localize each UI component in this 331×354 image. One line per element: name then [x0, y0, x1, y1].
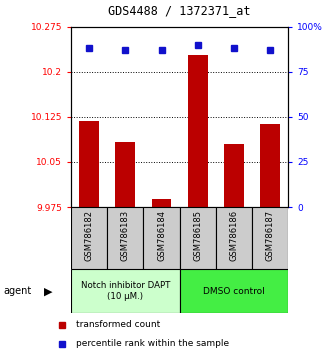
Text: GSM786184: GSM786184 [157, 210, 166, 261]
Bar [152, 199, 171, 207]
Bar [71, 269, 179, 313]
Bar [179, 207, 216, 269]
Text: GSM786187: GSM786187 [265, 210, 274, 261]
Text: agent: agent [3, 286, 31, 296]
Bar [79, 121, 99, 207]
Text: GSM786183: GSM786183 [121, 210, 130, 261]
Bar [116, 142, 135, 207]
Bar [216, 207, 252, 269]
Bar [188, 55, 208, 207]
Text: DMSO control: DMSO control [203, 287, 265, 296]
Text: percentile rank within the sample: percentile rank within the sample [75, 339, 229, 348]
Bar [252, 207, 288, 269]
Bar [179, 269, 288, 313]
Bar [143, 207, 179, 269]
Text: transformed count: transformed count [75, 320, 160, 329]
Bar [260, 124, 280, 207]
Text: Notch inhibitor DAPT
(10 μM.): Notch inhibitor DAPT (10 μM.) [81, 281, 170, 301]
Bar [224, 144, 244, 207]
Text: GSM786186: GSM786186 [229, 210, 238, 261]
Text: GSM786182: GSM786182 [85, 210, 94, 261]
Text: GSM786185: GSM786185 [193, 210, 202, 261]
Bar [107, 207, 143, 269]
Bar [71, 207, 107, 269]
Text: GDS4488 / 1372371_at: GDS4488 / 1372371_at [108, 4, 251, 17]
Text: ▶: ▶ [44, 286, 52, 296]
